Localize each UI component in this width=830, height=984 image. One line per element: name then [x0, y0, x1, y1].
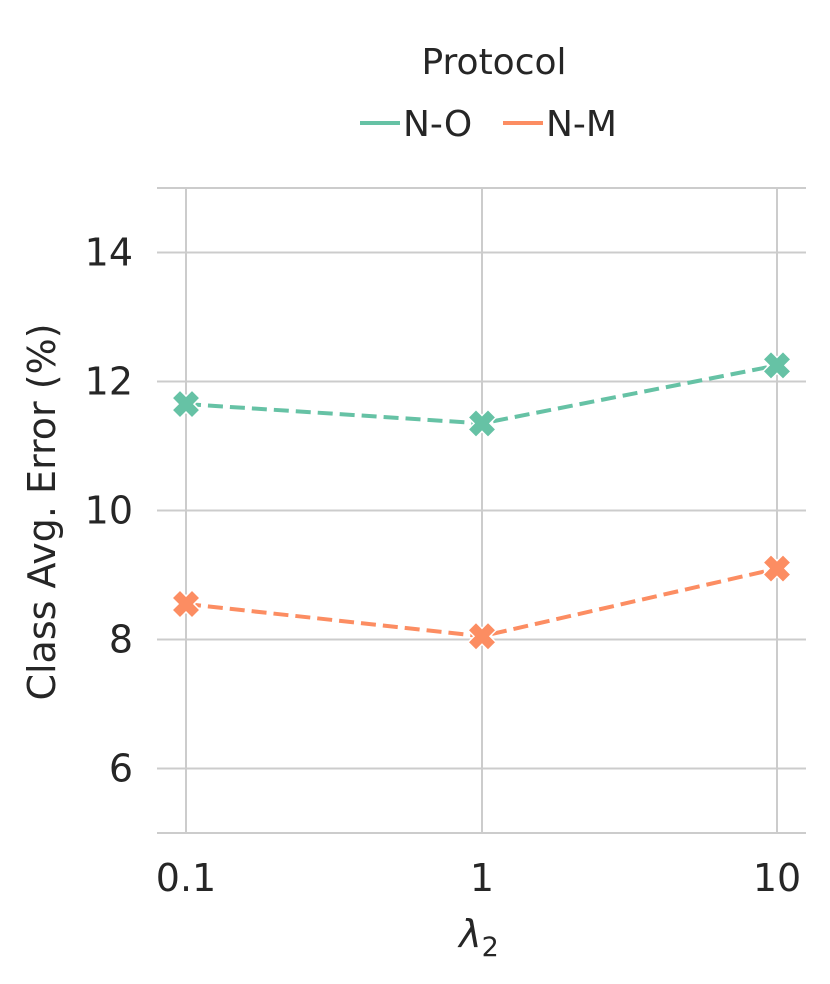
- data-point-n-m: [466, 621, 498, 652]
- x-tick-label: 10: [753, 856, 801, 900]
- data-point-n-m: [761, 553, 793, 584]
- legend-label-n-m: N-M: [546, 104, 617, 145]
- data-point-n-o: [761, 350, 793, 381]
- y-tick-label: 10: [85, 489, 133, 533]
- y-tick-label: 12: [85, 360, 133, 404]
- data-point-n-o: [466, 408, 498, 439]
- series-n-m: [170, 553, 793, 652]
- y-tick-label: 8: [109, 618, 133, 662]
- x-tick-label: 1: [470, 856, 494, 900]
- x-axis-subscript: 2: [482, 932, 499, 963]
- x-axis-symbol: λ: [457, 912, 482, 956]
- grid: [157, 188, 806, 833]
- x-tick-label: 0.1: [156, 856, 216, 900]
- legend: Protocol N-O N-M: [360, 42, 617, 145]
- legend-title: Protocol: [421, 42, 566, 83]
- series-group: [170, 350, 793, 652]
- y-tick-label: 6: [109, 747, 133, 791]
- y-axis-title: Class Avg. Error (%): [20, 323, 64, 700]
- axes-spines: [157, 187, 806, 834]
- series-n-o: [170, 350, 793, 439]
- x-axis-title: λ2: [457, 912, 499, 963]
- data-point-n-m: [170, 588, 202, 620]
- legend-label-n-o: N-O: [403, 104, 472, 145]
- y-tick-label: 14: [85, 231, 133, 275]
- tick-labels: 6 8 10 12 14 0.1 1 10: [85, 231, 802, 901]
- data-point-n-o: [170, 389, 202, 420]
